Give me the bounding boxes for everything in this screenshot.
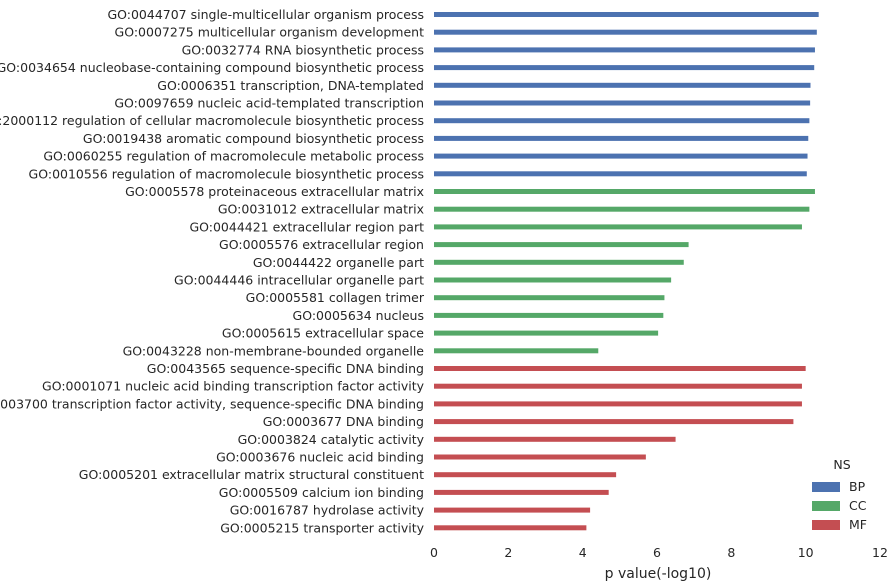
legend-title: NS	[833, 457, 850, 472]
bar-bp	[434, 65, 815, 71]
legend-label-bp: BP	[849, 479, 866, 494]
bar-cc	[434, 312, 664, 318]
category-label: GO:0044422 organelle part	[253, 255, 424, 270]
category-label: GO:0005576 extracellular region	[219, 237, 424, 252]
bar-cc	[434, 277, 672, 283]
bar-cc	[434, 348, 599, 354]
bar-bp	[434, 135, 809, 141]
category-label: GO:0005634 nucleus	[293, 308, 424, 323]
category-label: GO:2000112 regulation of cellular macrom…	[0, 113, 424, 128]
bar-mf	[434, 472, 617, 478]
category-label: GO:0019438 aromatic compound biosyntheti…	[83, 131, 424, 146]
category-label: GO:0032774 RNA biosynthetic process	[182, 42, 424, 57]
bar-bp	[434, 82, 811, 88]
legend: NS BP CC MF	[812, 457, 867, 532]
bar-mf	[434, 507, 591, 513]
bar-mf	[434, 489, 609, 495]
category-label: GO:0005615 extracellular space	[222, 326, 424, 341]
category-label: GO:0003677 DNA binding	[263, 414, 424, 429]
legend-swatch-cc	[812, 501, 840, 511]
legend-label-mf: MF	[849, 517, 867, 532]
category-label: GO:0003824 catalytic activity	[238, 432, 425, 447]
category-label: GO:0005578 proteinaceous extracellular m…	[125, 184, 424, 199]
bar-cc	[434, 259, 684, 265]
legend-label-cc: CC	[849, 498, 867, 513]
bar-bp	[434, 47, 815, 53]
category-label: GO:0006351 transcription, DNA-templated	[157, 78, 424, 93]
bar-mf	[434, 383, 802, 389]
category-label: GO:0044421 extracellular region part	[189, 219, 424, 234]
bar-cc	[434, 224, 802, 230]
bar-mf	[434, 401, 802, 407]
category-label: GO:0016787 hydrolase activity	[230, 503, 425, 518]
category-label: GO:0005201 extracellular matrix structur…	[79, 467, 424, 482]
category-labels: GO:0044707 single-multicellular organism…	[0, 7, 425, 535]
x-axis-label: p value(-log10)	[605, 566, 712, 582]
bar-bp	[434, 153, 808, 159]
x-tick-label: 2	[504, 545, 512, 560]
bars-group	[434, 12, 819, 531]
category-label: GO:0097659 nucleic acid-templated transc…	[114, 96, 424, 111]
bar-bp	[434, 12, 819, 17]
x-axis-ticks: 0 2 4 6 8 10 12	[430, 545, 888, 560]
bar-cc	[434, 295, 665, 301]
category-label: GO:0060255 regulation of macromolecule m…	[43, 149, 424, 164]
category-label: GO:0005509 calcium ion binding	[219, 485, 424, 500]
bar-mf	[434, 366, 806, 371]
bar-cc	[434, 330, 659, 336]
category-label: GO:0003700 transcription factor activity…	[0, 396, 424, 411]
category-label: GO:0034654 nucleobase-containing compoun…	[0, 60, 424, 75]
x-tick-label: 6	[653, 545, 661, 560]
category-label: GO:0003676 nucleic acid binding	[216, 450, 424, 465]
bar-bp	[434, 171, 807, 177]
x-tick-label: 4	[579, 545, 587, 560]
legend-swatch-bp	[812, 482, 840, 492]
category-label: GO:0043228 non-membrane-bounded organell…	[123, 343, 425, 358]
bar-cc	[434, 242, 689, 248]
bar-mf	[434, 454, 646, 460]
bar-mf	[434, 525, 587, 531]
category-label: GO:0001071 nucleic acid binding transcri…	[42, 379, 425, 394]
x-tick-label: 10	[798, 545, 814, 560]
category-label: GO:0007275 multicellular organism develo…	[115, 25, 425, 40]
category-label: GO:0005581 collagen trimer	[246, 290, 425, 305]
category-label: GO:0043565 sequence-specific DNA binding	[147, 361, 424, 376]
bar-mf	[434, 436, 676, 442]
x-tick-label: 12	[872, 545, 888, 560]
bar-bp	[434, 118, 810, 124]
bar-bp	[434, 29, 817, 35]
bar-bp	[434, 100, 811, 106]
category-label: GO:0005215 transporter activity	[220, 520, 424, 535]
x-tick-label: 0	[430, 545, 438, 560]
bar-mf	[434, 419, 794, 425]
category-label: GO:0031012 extracellular matrix	[218, 202, 424, 217]
category-label: GO:0010556 regulation of macromolecule b…	[29, 166, 424, 181]
bar-cc	[434, 206, 810, 212]
legend-swatch-mf	[812, 520, 840, 530]
x-tick-label: 8	[727, 545, 735, 560]
category-label: GO:0044446 intracellular organelle part	[174, 273, 424, 288]
legend-entries: BP CC MF	[812, 479, 867, 532]
bar-cc	[434, 189, 815, 194]
category-label: GO:0044707 single-multicellular organism…	[107, 7, 424, 22]
